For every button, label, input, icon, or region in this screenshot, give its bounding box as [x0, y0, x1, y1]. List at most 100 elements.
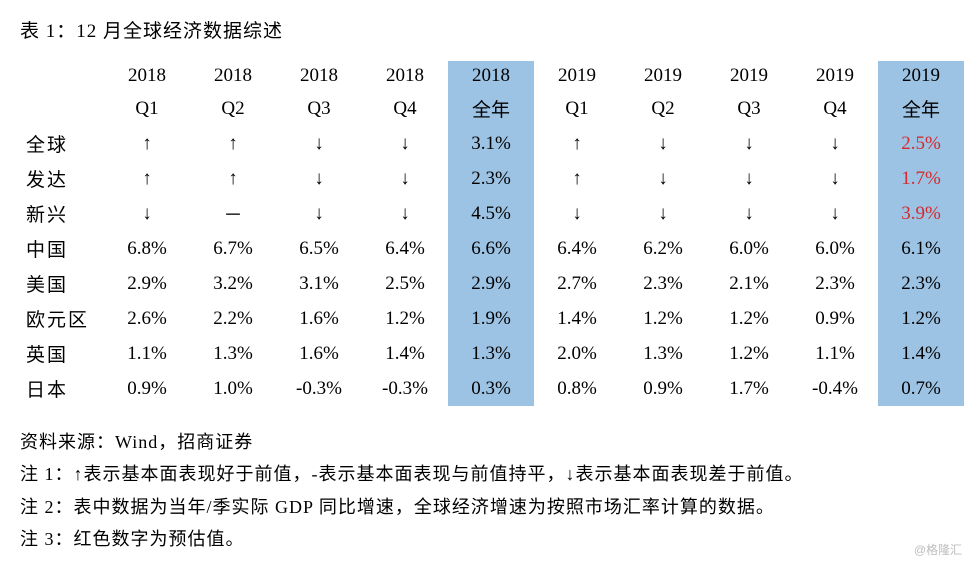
cell: 1.3% — [620, 336, 706, 371]
note-1: 注 1：↑表示基本面表现好于前值，-表示基本面表现与前值持平，↓表示基本面表现差… — [20, 458, 952, 490]
cell: 6.2% — [620, 231, 706, 266]
cell: ↓ — [276, 196, 362, 231]
table-row: 美国2.9%3.2%3.1%2.5%2.9%2.7%2.3%2.1%2.3%2.… — [20, 266, 964, 301]
cell: ↓ — [362, 126, 448, 161]
cell: 1.3% — [190, 336, 276, 371]
header-period: Q2 — [190, 91, 276, 126]
row-label: 英国 — [20, 336, 104, 371]
cell: ↓ — [792, 196, 878, 231]
cell: ↓ — [792, 161, 878, 196]
cell: 2.9% — [104, 266, 190, 301]
header-period: 全年 — [448, 91, 534, 126]
cell: 1.1% — [104, 336, 190, 371]
cell: ↓ — [620, 196, 706, 231]
cell: ↑ — [190, 161, 276, 196]
cell: ↑ — [104, 126, 190, 161]
cell: 2.6% — [104, 301, 190, 336]
cell: 1.2% — [362, 301, 448, 336]
row-label: 美国 — [20, 266, 104, 301]
table-row: 欧元区2.6%2.2%1.6%1.2%1.9%1.4%1.2%1.2%0.9%1… — [20, 301, 964, 336]
header-year: 2019 — [534, 61, 620, 91]
table-row: 发达↑↑↓↓2.3%↑↓↓↓1.7% — [20, 161, 964, 196]
table-row: 英国1.1%1.3%1.6%1.4%1.3%2.0%1.3%1.2%1.1%1.… — [20, 336, 964, 371]
cell: ↓ — [792, 126, 878, 161]
row-label: 日本 — [20, 371, 104, 406]
header-year: 2018 — [190, 61, 276, 91]
cell: ↓ — [706, 196, 792, 231]
table-body: 全球↑↑↓↓3.1%↑↓↓↓2.5%发达↑↑↓↓2.3%↑↓↓↓1.7%新兴↓－… — [20, 126, 964, 406]
cell: 1.2% — [878, 301, 964, 336]
cell: 1.7% — [706, 371, 792, 406]
cell: 4.5% — [448, 196, 534, 231]
header-period: Q1 — [104, 91, 190, 126]
cell: 2.3% — [448, 161, 534, 196]
header-year: 2019 — [878, 61, 964, 91]
notes-block: 资料来源：Wind，招商证券 注 1：↑表示基本面表现好于前值，-表示基本面表现… — [20, 426, 952, 556]
cell: 2.5% — [878, 126, 964, 161]
table-row: 新兴↓－↓↓4.5%↓↓↓↓3.9% — [20, 196, 964, 231]
cell: 1.6% — [276, 301, 362, 336]
header-year: 2019 — [706, 61, 792, 91]
cell: ↓ — [620, 161, 706, 196]
row-label: 欧元区 — [20, 301, 104, 336]
header-period: 全年 — [878, 91, 964, 126]
cell: 6.4% — [534, 231, 620, 266]
cell: 1.4% — [362, 336, 448, 371]
cell: 3.1% — [276, 266, 362, 301]
cell: ↓ — [362, 161, 448, 196]
cell: 1.7% — [878, 161, 964, 196]
row-label: 新兴 — [20, 196, 104, 231]
cell: 1.2% — [706, 301, 792, 336]
cell: 3.1% — [448, 126, 534, 161]
cell: 3.9% — [878, 196, 964, 231]
cell: 6.8% — [104, 231, 190, 266]
cell: 0.9% — [792, 301, 878, 336]
cell: 0.3% — [448, 371, 534, 406]
econ-table: 2018201820182018201820192019201920192019… — [20, 61, 964, 406]
source-line: 资料来源：Wind，招商证券 — [20, 426, 952, 458]
cell: 2.5% — [362, 266, 448, 301]
header-year: 2019 — [620, 61, 706, 91]
cell: 6.7% — [190, 231, 276, 266]
row-label: 中国 — [20, 231, 104, 266]
cell: 2.2% — [190, 301, 276, 336]
header-year: 2018 — [276, 61, 362, 91]
cell: 1.4% — [534, 301, 620, 336]
cell: ↑ — [534, 126, 620, 161]
table-title: 表 1：12 月全球经济数据综述 — [20, 16, 952, 43]
header-year: 2018 — [448, 61, 534, 91]
row-label: 发达 — [20, 161, 104, 196]
watermark: @格隆汇 — [914, 541, 962, 558]
header-year: 2018 — [362, 61, 448, 91]
cell: 6.0% — [706, 231, 792, 266]
header-period: Q4 — [362, 91, 448, 126]
cell: 2.3% — [620, 266, 706, 301]
cell: 1.4% — [878, 336, 964, 371]
cell: 6.4% — [362, 231, 448, 266]
note-2: 注 2：表中数据为当年/季实际 GDP 同比增速，全球经济增速为按照市场汇率计算… — [20, 491, 952, 523]
cell: 0.9% — [620, 371, 706, 406]
cell: ↓ — [104, 196, 190, 231]
cell: 2.3% — [792, 266, 878, 301]
header-period: Q1 — [534, 91, 620, 126]
cell: 6.6% — [448, 231, 534, 266]
header-row-year: 2018201820182018201820192019201920192019 — [20, 61, 964, 91]
cell: － — [190, 196, 276, 231]
cell: -0.3% — [276, 371, 362, 406]
cell: ↑ — [104, 161, 190, 196]
cell: 2.3% — [878, 266, 964, 301]
cell: 1.6% — [276, 336, 362, 371]
cell: 1.2% — [706, 336, 792, 371]
cell: ↓ — [706, 161, 792, 196]
cell: ↓ — [276, 161, 362, 196]
cell: 2.1% — [706, 266, 792, 301]
cell: ↓ — [534, 196, 620, 231]
cell: 0.7% — [878, 371, 964, 406]
cell: 0.8% — [534, 371, 620, 406]
cell: ↓ — [276, 126, 362, 161]
header-period: Q4 — [792, 91, 878, 126]
cell: ↑ — [190, 126, 276, 161]
header-year: 2019 — [792, 61, 878, 91]
cell: 2.7% — [534, 266, 620, 301]
header-year: 2018 — [104, 61, 190, 91]
